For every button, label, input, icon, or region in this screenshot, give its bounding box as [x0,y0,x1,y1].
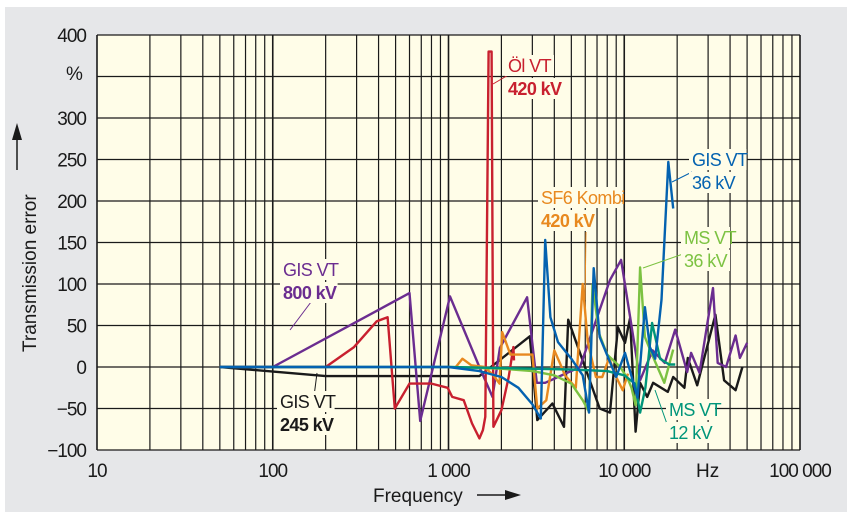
y-tick-label: −100 [47,441,86,462]
annotation-leader-line [654,389,668,425]
annotation-label-background [681,250,730,271]
annotation-leader-line [671,171,693,183]
series-annotation-label: 800 kV [283,283,337,303]
series-annotation-label: Öl VT [508,56,552,76]
x-tick-label: 10 [87,461,107,482]
annotation-label-background [538,210,596,231]
series-line-6 [219,160,675,420]
annotation-label-background [280,282,338,303]
y-axis-label: Transmission error [20,194,41,352]
y-tick-label: 100 [57,275,86,296]
series-annotation-label: 36 kV [692,173,736,193]
y-tick-label: 50 [67,317,87,338]
y-unit-label: % [66,64,83,85]
x-tick-label: 100 000 [769,461,831,482]
y-tick-label: 200 [57,192,86,213]
series-annotation-label: GIS VT [283,260,339,280]
x-tick-label: 100 [258,461,287,482]
annotation-label-background [505,78,563,99]
series-annotation-label: MS VT [684,228,737,248]
series-annotation-label: 245 kV [280,415,334,435]
series-line-2 [219,50,516,440]
x-axis-arrow [477,490,521,500]
annotation-label-background [666,399,715,420]
y-axis-arrow [12,123,22,170]
annotation-label-background [277,391,335,412]
series-annotation-label: GIS VT [280,392,336,412]
series-annotation-label: 420 kV [541,211,595,231]
y-tick-label: 150 [57,234,86,255]
x-tick-label: 10 000 [598,461,651,482]
annotation-label-background [681,227,730,248]
series-annotation-label: SF6 Kombi [541,188,625,208]
x-tick-label: 1 000 [427,461,470,482]
series-annotation-label: 12 kV [669,423,713,443]
y-tick-label: 400 [57,26,86,47]
annotation-label-background [277,414,335,435]
annotation-label-background [689,149,747,170]
annotation-label-background [505,55,554,76]
series-annotation-label: GIS VT [692,150,748,170]
annotation-label-background [280,259,338,280]
series-annotation-label: 36 kV [684,251,728,271]
y-tick-label: 0 [76,358,86,379]
x-axis-label: Frequency [373,486,463,507]
y-tick-label: −50 [57,400,87,421]
y-tick-label: 300 [57,109,86,130]
series-annotation-label: 420 kV [508,79,562,99]
series-annotation-label: MS VT [669,400,722,420]
annotation-label-background [538,187,622,208]
annotation-label-background [689,172,738,193]
annotation-leader-line [642,253,684,269]
x-unit-label: Hz [696,461,719,482]
series-line-1 [219,258,749,423]
y-tick-label: 250 [57,151,86,172]
annotation-label-background [666,422,715,443]
annotation-leader-line [584,231,587,301]
